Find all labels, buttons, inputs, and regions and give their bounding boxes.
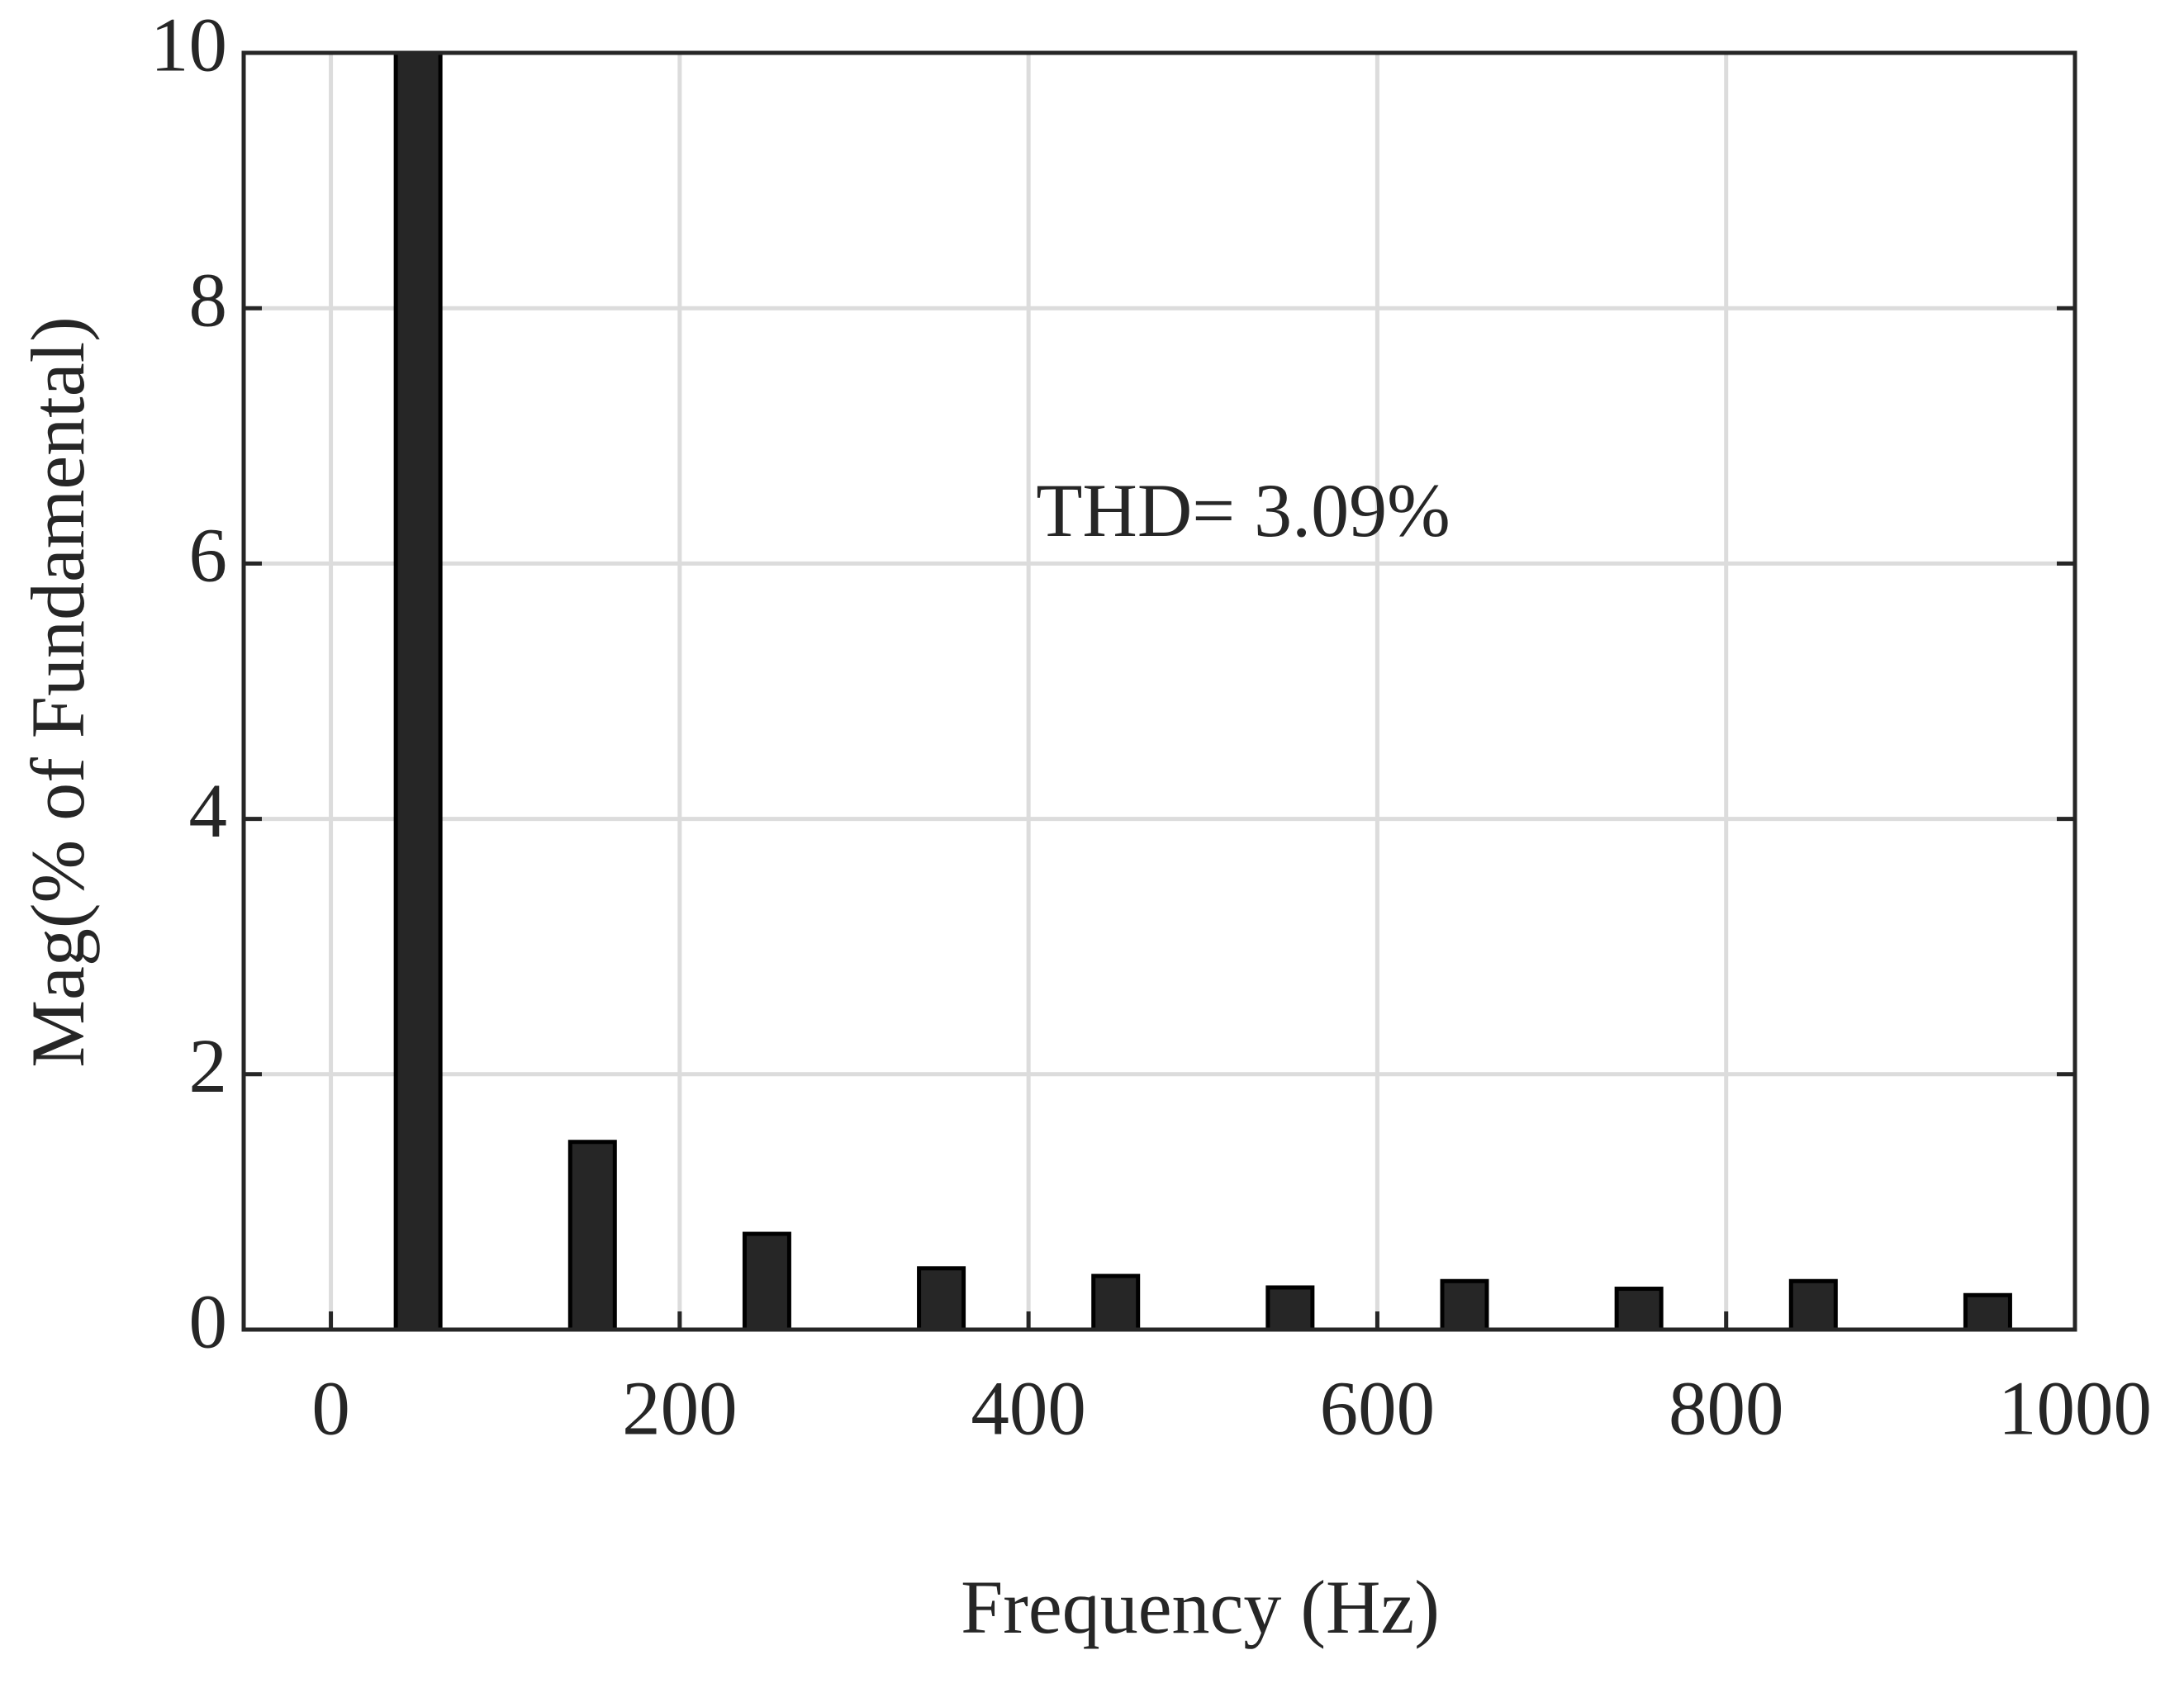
axes: 0 2 4 6 8 10 0 200 400 600 800 1000 <box>150 2 2152 1451</box>
y-tick-label: 4 <box>189 769 228 854</box>
annotation: THD= 3.09% <box>1036 468 1450 552</box>
bar <box>1963 1292 2012 1330</box>
x-tick-label: 400 <box>971 1366 1086 1451</box>
bar <box>393 53 443 1330</box>
y-tick-label: 6 <box>189 514 228 599</box>
y-tick-label: 10 <box>150 2 227 88</box>
bar <box>917 1266 966 1330</box>
x-tick-label: 1000 <box>1998 1366 2152 1451</box>
bar <box>1614 1287 1664 1330</box>
y-tick-label: 2 <box>189 1024 228 1109</box>
x-tick-label: 200 <box>622 1366 738 1451</box>
x-axis-label: Frequency (Hz) <box>961 1565 1440 1649</box>
bar <box>1091 1273 1141 1330</box>
bar <box>1265 1285 1315 1330</box>
bar <box>742 1231 791 1330</box>
bar <box>1440 1278 1489 1330</box>
grid <box>244 50 2077 1332</box>
x-tick-label: 600 <box>1320 1366 1436 1451</box>
y-axis-label: Mag(% of Fundamental) <box>16 316 100 1068</box>
x-tick-label: 0 <box>311 1366 350 1451</box>
plot-frame <box>241 50 2077 1332</box>
bar <box>1788 1278 1838 1330</box>
bars <box>393 53 2012 1330</box>
y-tick-label: 8 <box>189 258 228 344</box>
y-tick-label: 0 <box>189 1279 228 1364</box>
x-tick-label: 800 <box>1669 1366 1784 1451</box>
bar <box>567 1140 617 1330</box>
